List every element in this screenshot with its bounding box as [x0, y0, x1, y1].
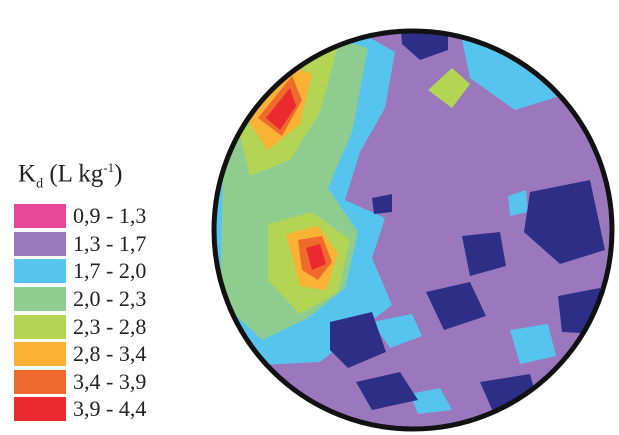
zone-darker-low — [356, 372, 418, 410]
legend-label: 3,4 - 3,9 — [73, 368, 147, 394]
legend-item: 0,9 - 1,3 — [14, 202, 204, 230]
legend: Kd (L kg-1) 0,9 - 1,3 1,3 - 1,7 1,7 - 2,… — [14, 160, 204, 423]
legend-swatch — [14, 369, 66, 394]
legend-swatch — [14, 314, 66, 339]
zone-darker-low — [400, 31, 448, 60]
legend-item: 2,3 - 2,8 — [14, 313, 204, 341]
legend-swatch — [14, 397, 66, 422]
zone-darker-low — [462, 232, 506, 276]
zone-1-7-2-0 — [410, 388, 452, 414]
zone-1-7-2-0 — [372, 314, 422, 348]
legend-swatch — [14, 342, 66, 367]
legend-label: 1,7 - 2,0 — [73, 258, 147, 284]
legend-label: 2,8 - 3,4 — [73, 341, 147, 367]
zone-2-3-2-8 — [428, 68, 470, 108]
map-area — [214, 31, 612, 429]
zone-3-9-4-4 — [266, 88, 296, 130]
legend-title: Kd (L kg-1) — [18, 160, 123, 192]
zone-1-7-2-0 — [508, 190, 528, 216]
legend-swatch — [14, 231, 66, 256]
map-outline — [211, 28, 615, 432]
legend-swatch — [14, 204, 66, 229]
zone-darker-low — [426, 282, 486, 330]
legend-item: 1,3 - 1,7 — [14, 230, 204, 258]
legend-label: 3,9 - 4,4 — [73, 396, 147, 422]
legend-swatch — [14, 259, 66, 284]
legend-label: 2,3 - 2,8 — [73, 313, 147, 339]
zone-darker-low — [524, 180, 605, 264]
zone-1-7-2-0 — [510, 324, 556, 364]
legend-label: 2,0 - 2,3 — [73, 285, 147, 311]
legend-item: 2,8 - 3,4 — [14, 340, 204, 368]
legend-item: 3,9 - 4,4 — [14, 395, 204, 423]
legend-label: 0,9 - 1,3 — [73, 203, 147, 229]
zone-darker-low — [330, 312, 386, 368]
legend-label: 1,3 - 1,7 — [73, 230, 147, 256]
legend-item: 3,4 - 3,9 — [14, 368, 204, 396]
legend-swatch — [14, 286, 66, 311]
legend-item: 2,0 - 2,3 — [14, 285, 204, 313]
legend-item: 1,7 - 2,0 — [14, 258, 204, 286]
zone-3-9-4-4 — [306, 244, 326, 270]
zone-darker-low — [372, 194, 392, 214]
